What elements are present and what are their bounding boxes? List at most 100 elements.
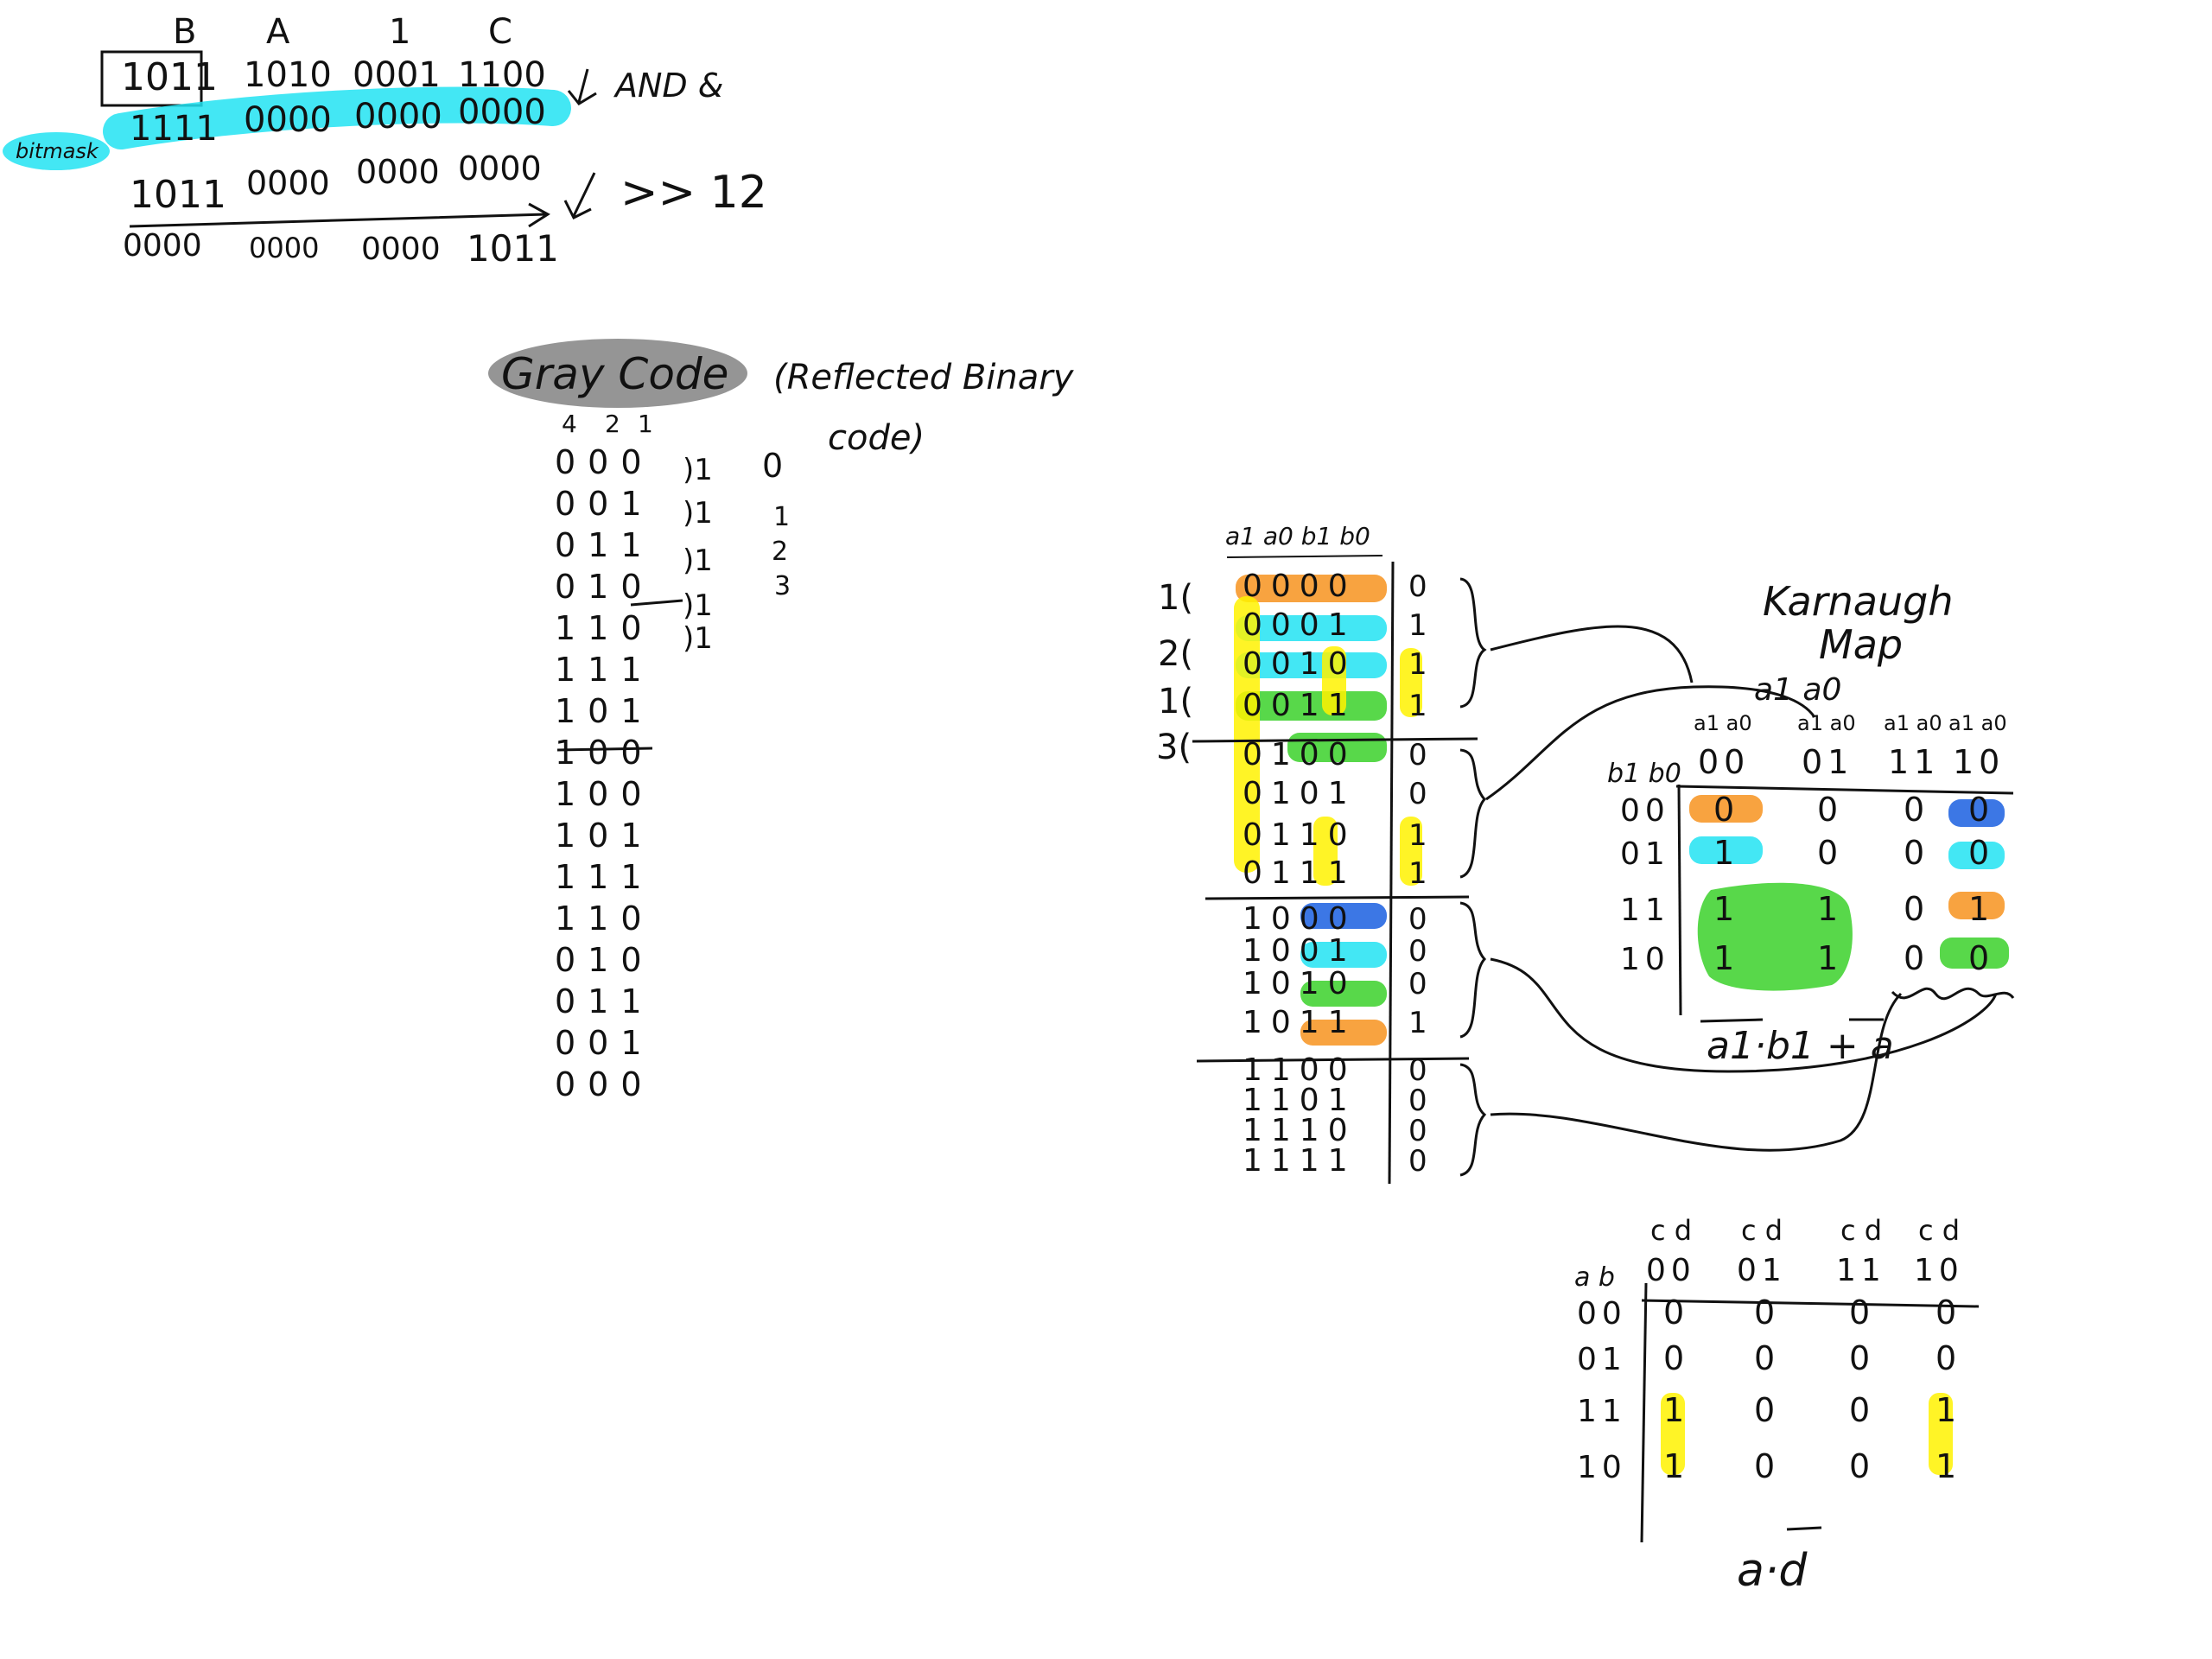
group-label: 3( (1156, 728, 1192, 767)
kmap2-cells: 0 0 0 0 0 0 0 0 1 0 0 1 1 0 0 1 (1663, 1294, 1956, 1485)
brace (1459, 901, 1487, 1039)
truth-table-input: 0001 (1243, 607, 1357, 643)
side-bracket: )1 (683, 543, 713, 578)
down-arrow-icon (567, 68, 597, 105)
truth-table-input: 1010 (1243, 966, 1357, 1001)
highlight-orange (1236, 575, 1387, 602)
kmap-cell: 1 (1817, 939, 1838, 977)
title-highlight (488, 339, 747, 408)
mask-group-1: 1111 (130, 109, 218, 149)
highlight-yellow (1400, 817, 1422, 886)
kmap2-cell: 0 (1849, 1391, 1870, 1429)
connector-curve (1490, 625, 1694, 683)
group-label: 2( (1158, 634, 1193, 674)
highlight-green (1236, 691, 1387, 721)
kmap-cell: 0 (1904, 791, 1924, 829)
truth-table-input: 0100 (1243, 737, 1357, 772)
kmap-expression: a1·b1 + a (1707, 1024, 1894, 1068)
side-bracket: )1 (683, 621, 713, 656)
highlight-cyan (1300, 942, 1387, 968)
truth-table-output: 1 (1408, 689, 1427, 723)
highlight-yellow-column (1234, 596, 1260, 873)
kmap-col-label: 11 (1888, 743, 1940, 781)
weight-4: 4 (562, 410, 577, 438)
kmap2-col-label: 00 (1646, 1253, 1696, 1288)
and-label: AND & (613, 67, 723, 105)
kmap2-cell: 1 (1936, 1447, 1956, 1485)
kmap-highlight-green-block (1697, 882, 1853, 991)
right-arrow-icon (129, 202, 550, 228)
kmap2-row-var: a b (1574, 1262, 1615, 1293)
kmap-col-sublabel: a1 a0 (1884, 711, 1942, 735)
kmap2-cell: 0 (1754, 1339, 1775, 1377)
kmap2-expression: a·d (1737, 1545, 1808, 1597)
kmap-cell: 0 (1817, 834, 1838, 872)
truth-table-input: 0110 (1243, 817, 1357, 853)
gray-code-section: Gray Code (Reflected Binary code) 4 2 1 … (488, 339, 1075, 1103)
kmap-col-label: 10 (1953, 743, 2005, 781)
gray-code-row: 010 (555, 941, 654, 979)
kmap2-row-label: 00 (1577, 1296, 1627, 1332)
group-label: 1( (1158, 578, 1193, 618)
highlight-cyan (1236, 652, 1387, 678)
brace (1891, 987, 2015, 1001)
truth-table-output: 1 (1408, 647, 1427, 682)
bitmask-label-highlight (3, 132, 110, 170)
kmap2-cell: 0 (1849, 1339, 1870, 1377)
gray-code-row: 111 (555, 651, 654, 689)
truth-table-input: 0011 (1243, 688, 1357, 723)
kmap2-left-line (1640, 1282, 1648, 1543)
kmap-cell: 1 (1713, 939, 1734, 977)
kmap-cells: 0 0 0 0 1 0 0 0 1 1 0 1 1 1 0 0 (1713, 791, 1989, 977)
kmap-row-var: b1 b0 (1607, 759, 1681, 789)
kmap2-cell: 0 (1754, 1447, 1775, 1485)
kmap-highlight-orange (1689, 795, 1763, 823)
kmap-highlight-blue (1948, 799, 2005, 827)
kmap-left-line (1677, 784, 1682, 1016)
mask-group-3: 0000 (354, 97, 442, 137)
kmap-col-sublabel: a1 a0 (1694, 711, 1752, 735)
side-bracket: )1 (683, 453, 713, 487)
down-arrow-icon (563, 172, 596, 220)
result-group-3: 0000 (356, 153, 440, 191)
kmap-row-label: 00 (1620, 793, 1670, 829)
output-separator (1388, 561, 1395, 1185)
side-value: 2 (772, 537, 788, 567)
weight-1: 1 (638, 410, 653, 438)
shifted-group-1: 0000 (123, 228, 202, 264)
kmap2-col-label: 11 (1836, 1253, 1886, 1288)
gray-code-row: 110 (555, 899, 654, 938)
kmap2-top-line (1641, 1299, 1980, 1308)
kmap-cell: 0 (1904, 939, 1924, 977)
kmap-col-label: 00 (1698, 743, 1750, 781)
kmap2-cell: 0 (1936, 1339, 1956, 1377)
weight-2: 2 (605, 410, 620, 438)
highlight-orange (1300, 1020, 1387, 1046)
kmap2-row-label: 01 (1577, 1342, 1627, 1377)
gray-code-row: 001 (555, 1024, 654, 1062)
kmap2-cell: 0 (1936, 1294, 1956, 1332)
kmap-col-sublabel: a1 a0 (1797, 711, 1856, 735)
truth-table-input: 0000 (1243, 569, 1357, 604)
kmap2-cell: 0 (1849, 1447, 1870, 1485)
gray-code-row: 000 (555, 1065, 654, 1103)
truth-table-input: 1111 (1243, 1143, 1357, 1179)
brace (1459, 1063, 1487, 1177)
header-A: A (266, 12, 290, 52)
truth-table-header: a1 a0 b1 b0 (1225, 522, 1370, 550)
divider-line (630, 599, 683, 607)
truth-table-output: 0 (1408, 777, 1427, 811)
overbar (1700, 1018, 1764, 1023)
kmap2-highlight-yellow (1661, 1393, 1685, 1475)
truth-table-input: 1101 (1243, 1083, 1357, 1118)
gray-code-row: 010 (555, 568, 654, 606)
gray-code-row: 011 (555, 526, 654, 564)
overbar (1786, 1526, 1822, 1531)
kmap-row-label: 01 (1620, 836, 1670, 872)
truth-table-output: 0 (1408, 1084, 1427, 1118)
group-label: 1( (1158, 682, 1193, 721)
kmap-cell: 0 (1817, 791, 1838, 829)
